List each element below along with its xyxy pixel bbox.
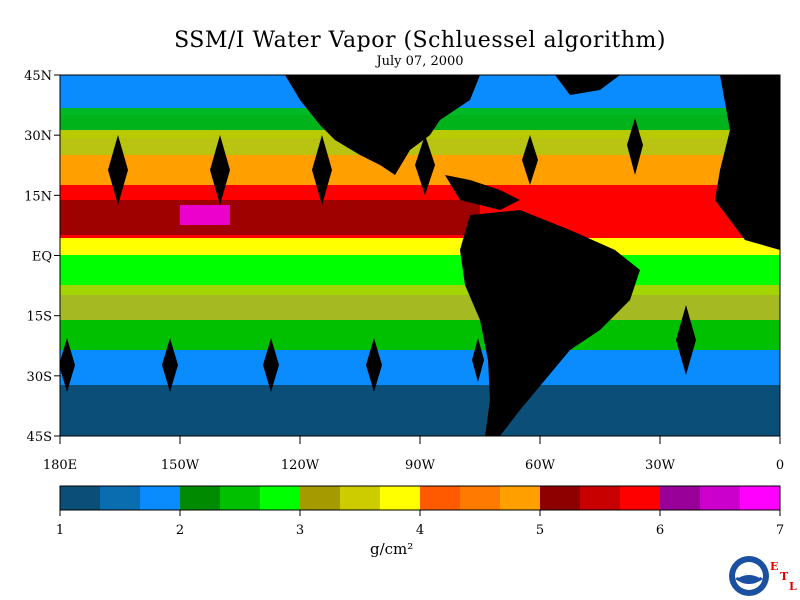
map-date: July 07, 2000 (376, 54, 464, 69)
orbit-gap (676, 305, 696, 375)
colorbar-swatch (140, 486, 181, 510)
etl-letter-l: L (789, 580, 797, 593)
colorbar-units: g/cm² (370, 540, 414, 558)
colorbar-swatch (620, 486, 661, 510)
colorbar: 1 2 3 4 5 6 7 (56, 485, 784, 538)
lat-tick-label: EQ (32, 250, 52, 265)
lon-tick-label: 60W (525, 458, 556, 473)
colorbar-tick-label: 5 (536, 523, 544, 538)
lat-tick-label: 30N (24, 129, 52, 144)
latitude-axis: 45N 30N 15N EQ 15S 30S 45S (24, 69, 60, 445)
colorbar-tick-label: 6 (656, 523, 664, 538)
etl-letter-t: T (780, 570, 789, 583)
colorbar-swatch (420, 486, 461, 510)
etl-letter-e: E (770, 560, 779, 573)
magenta-patch (180, 205, 230, 225)
lon-tick-label: 30W (645, 458, 676, 473)
band-darkred-itcz (60, 200, 480, 235)
map-title: SSM/I Water Vapor (Schluessel algorithm) (174, 28, 666, 53)
colorbar-swatch (460, 486, 501, 510)
colorbar-tick-label: 3 (296, 523, 304, 538)
colorbar-tick-label: 2 (176, 523, 184, 538)
colorbar-swatch (380, 486, 421, 510)
colorbar-swatch (340, 486, 381, 510)
orbit-gap (263, 338, 279, 392)
orbit-gap (472, 338, 484, 382)
lat-tick-label: 15S (27, 310, 52, 325)
north-america-land (285, 75, 480, 175)
orbit-gap (210, 135, 230, 205)
orbit-gap (522, 135, 538, 185)
noaa-logo-icon (729, 556, 769, 596)
longitude-axis: 180E 150W 120W 90W 60W 30W 0 (43, 436, 784, 473)
map-field (60, 75, 780, 436)
orbit-gap (415, 135, 435, 195)
lat-tick-label: 45N (24, 69, 52, 84)
greenland-edge-land (555, 75, 620, 95)
lon-tick-label: 150W (161, 458, 200, 473)
colorbar-swatch (540, 486, 581, 510)
orbit-gap (312, 135, 332, 205)
lat-tick-label: 30S (27, 370, 52, 385)
orbit-gap (60, 338, 75, 392)
colorbar-swatch (500, 486, 541, 510)
lon-tick-label: 120W (281, 458, 320, 473)
colorbar-swatch (300, 486, 341, 510)
lon-tick-label: 90W (405, 458, 436, 473)
colorbar-tick-label: 4 (416, 523, 424, 538)
band-yellow-south (60, 285, 780, 325)
orbit-gap (627, 118, 643, 175)
colorbar-swatch (740, 486, 781, 510)
orbit-gap (108, 135, 128, 205)
colorbar-swatch (260, 486, 301, 510)
colorbar-swatch (100, 486, 141, 510)
africa-land (715, 75, 780, 250)
central-america-land (445, 175, 520, 210)
colorbar-swatch (60, 486, 101, 510)
orbit-gap (162, 338, 178, 392)
lon-tick-label: 0 (776, 458, 784, 473)
south-america-land (460, 210, 640, 436)
lat-tick-label: 45S (27, 430, 52, 445)
colorbar-tick-label: 7 (776, 523, 784, 538)
band-darkblue-south (60, 385, 780, 436)
colorbar-swatch (220, 486, 261, 510)
lon-tick-label: 180E (43, 458, 77, 473)
colorbar-tick-label: 1 (56, 523, 64, 538)
lat-tick-label: 15N (24, 189, 52, 204)
band-blue-south (60, 350, 780, 390)
colorbar-swatch (700, 486, 741, 510)
colorbar-swatch (580, 486, 621, 510)
colorbar-swatch (660, 486, 701, 510)
orbit-gap (366, 338, 382, 392)
colorbar-swatch (180, 486, 221, 510)
